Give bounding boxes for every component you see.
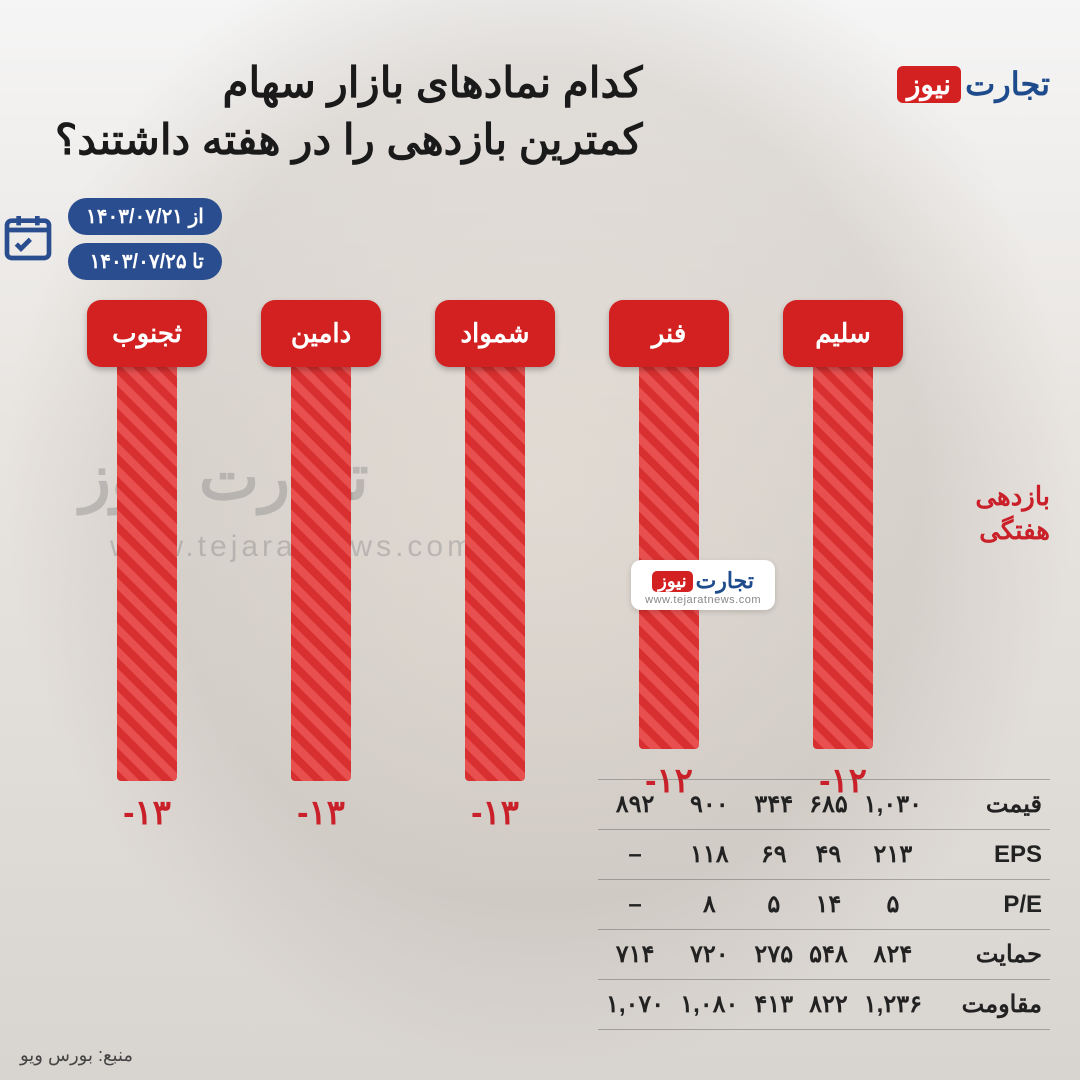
bar-value-label: -۱۳ (471, 793, 519, 833)
table-cell: ۲۷۵ (746, 930, 801, 980)
mini-brand-blue: تجارت (696, 568, 754, 594)
table-cell: ۱,۰۷۰ (598, 980, 672, 1030)
table-cell: ۱,۰۳۰ (856, 780, 930, 830)
table-cell: ۷۱۴ (598, 930, 672, 980)
source-text: منبع: بورس ویو (20, 1045, 133, 1066)
bar-column: شمواد -۱۳ (425, 300, 565, 833)
table-row: P/E۵۱۴۵۸– (598, 880, 1050, 930)
table-cell: ۱۱۸ (672, 830, 746, 880)
bar-body (291, 361, 351, 781)
bar-column: دامین -۱۳ (251, 300, 391, 833)
table-cell: ۶۹ (746, 830, 801, 880)
y-axis-label: بازدهی هفتگی (975, 480, 1050, 548)
date-range: از ۱۴۰۳/۰۷/۲۱ تا ۱۴۰۳/۰۷/۲۵ (0, 168, 1080, 280)
table-cell: ۴۹ (801, 830, 856, 880)
row-label: حمایت (930, 930, 1050, 980)
data-table: قیمت۱,۰۳۰۶۸۵۳۴۴۹۰۰۸۹۲EPS۲۱۳۴۹۶۹۱۱۸–P/E۵۱… (598, 779, 1050, 1030)
mini-brand-url: www.tejaratnews.com (645, 594, 761, 606)
table-cell: ۱,۰۸۰ (672, 980, 746, 1030)
table-cell: – (598, 830, 672, 880)
table-cell: ۵ (856, 880, 930, 930)
date-to-pill: تا ۱۴۰۳/۰۷/۲۵ (68, 243, 222, 280)
ylabel-line-1: بازدهی (975, 480, 1050, 514)
bar-head-label: سلیم (783, 300, 903, 367)
calendar-icon (0, 209, 56, 270)
table-cell: ۸۲۴ (856, 930, 930, 980)
table-cell: ۱۴ (801, 880, 856, 930)
table-cell: ۵ (746, 880, 801, 930)
table-cell: ۷۲۰ (672, 930, 746, 980)
title-line-2: کمترین بازدهی را در هفته داشتند؟ (55, 112, 643, 169)
table-cell: – (598, 880, 672, 930)
bar-body (465, 361, 525, 781)
table-cell: ۱,۲۳۶ (856, 980, 930, 1030)
bar-column: ثجنوب -۱۳ (77, 300, 217, 833)
bar-head-label: فنر (609, 300, 729, 367)
bar-column: فنر-۱۲ (599, 300, 739, 801)
mini-brand-red: نیوز (652, 571, 692, 592)
bar-head-label: ثجنوب (87, 300, 207, 367)
row-label: مقاومت (930, 980, 1050, 1030)
bar-body (117, 361, 177, 781)
row-label: P/E (930, 880, 1050, 930)
bar-chart: ثجنوب-۱۳دامین-۱۳شمواد-۱۳فنر-۱۲سلیم-۱۲ (60, 300, 930, 820)
ylabel-line-2: هفتگی (975, 514, 1050, 548)
bar-body (813, 361, 873, 749)
bar-head-label: شمواد (435, 300, 555, 367)
table-row: قیمت۱,۰۳۰۶۸۵۳۴۴۹۰۰۸۹۲ (598, 780, 1050, 830)
table-row: حمایت۸۲۴۵۴۸۲۷۵۷۲۰۷۱۴ (598, 930, 1050, 980)
table-row: EPS۲۱۳۴۹۶۹۱۱۸– (598, 830, 1050, 880)
page-title: کدام نمادهای بازار سهام کمترین بازدهی را… (55, 55, 643, 168)
bar-value-label: -۱۳ (123, 793, 171, 833)
bar-body (639, 361, 699, 749)
row-label: EPS (930, 830, 1050, 880)
table-cell: ۸۹۲ (598, 780, 672, 830)
bar-value-label: -۱۳ (297, 793, 345, 833)
table-cell: ۲۱۳ (856, 830, 930, 880)
bar-column: سلیم-۱۲ (773, 300, 913, 801)
brand-logo: تجارت نیوز (897, 65, 1050, 103)
bar-head-label: دامین (261, 300, 381, 367)
date-from-pill: از ۱۴۰۳/۰۷/۲۱ (68, 198, 222, 235)
table-cell: ۸ (672, 880, 746, 930)
brand-blue-text: تجارت (965, 65, 1050, 103)
row-label: قیمت (930, 780, 1050, 830)
table-cell: ۵۴۸ (801, 930, 856, 980)
table-row: مقاومت۱,۲۳۶۸۲۲۴۱۳۱,۰۸۰۱,۰۷۰ (598, 980, 1050, 1030)
mini-brand-badge: تجارت نیوز www.tejaratnews.com (631, 560, 775, 610)
table-cell: ۸۲۲ (801, 980, 856, 1030)
table-cell: ۹۰۰ (672, 780, 746, 830)
table-cell: ۴۱۳ (746, 980, 801, 1030)
table-cell: ۶۸۵ (801, 780, 856, 830)
table-cell: ۳۴۴ (746, 780, 801, 830)
title-line-1: کدام نمادهای بازار سهام (55, 55, 643, 112)
brand-red-text: نیوز (897, 66, 961, 103)
